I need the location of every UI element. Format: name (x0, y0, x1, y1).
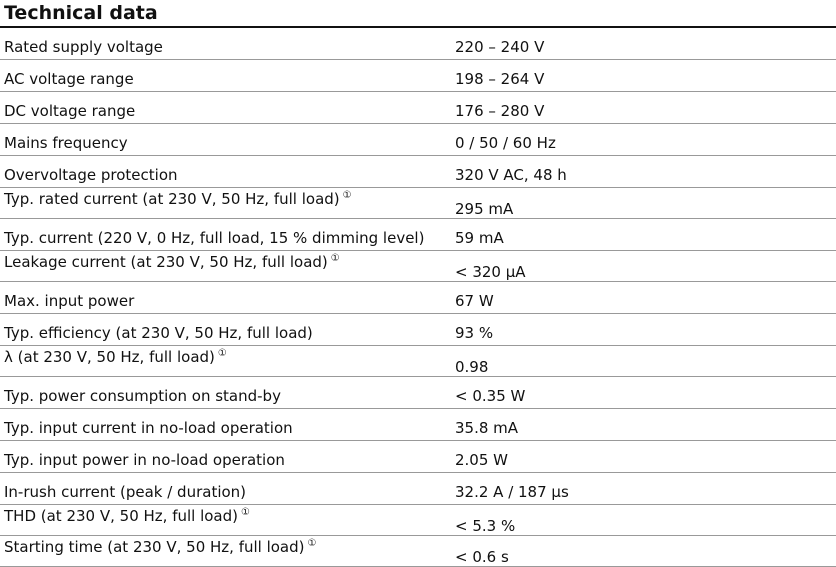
row-label: Overvoltage protection (4, 166, 178, 184)
row-value: 59 mA (455, 229, 504, 247)
row-value-cell: < 0.6 s (451, 535, 836, 567)
footnote-marker: ① (217, 348, 227, 359)
row-value-cell: 295 mA (451, 187, 836, 219)
row-label: THD (at 230 V, 50 Hz, full load) (4, 507, 238, 525)
row-value: 320 V AC, 48 h (455, 166, 567, 184)
table-row: In-rush current (peak / duration) 32.2 A … (0, 472, 836, 505)
row-label-cell: Typ. rated current (at 230 V, 50 Hz, ful… (0, 187, 451, 219)
table-row: Mains frequency 0 / 50 / 60 Hz (0, 123, 836, 156)
row-value-cell: < 0.35 W (451, 376, 836, 409)
row-value-cell: 0 / 50 / 60 Hz (451, 123, 836, 156)
row-value: 0.98 (455, 358, 489, 376)
row-label-cell: Max. input power (0, 281, 451, 314)
row-label-cell: Rated supply voltage (0, 28, 451, 60)
row-value: 67 W (455, 292, 494, 310)
row-label-cell: THD (at 230 V, 50 Hz, full load) ① (0, 504, 451, 536)
row-value-cell: < 5.3 % (451, 504, 836, 536)
table-body: Rated supply voltage 220 – 240 V AC voltag… (0, 28, 836, 567)
table-row: Rated supply voltage 220 – 240 V (0, 28, 836, 60)
row-label: In-rush current (peak / duration) (4, 483, 247, 501)
row-value: < 0.6 s (455, 548, 509, 566)
footnote-marker: ① (241, 507, 250, 518)
row-label: Typ. power consumption on stand-by (4, 387, 281, 405)
table-row: Typ. power consumption on stand-by < 0.35… (0, 376, 836, 409)
row-value: < 0.35 W (455, 387, 526, 405)
row-label: Typ. rated current (at 230 V, 50 Hz, ful… (4, 190, 340, 208)
table-row: Overvoltage protection 320 V AC, 48 h (0, 155, 836, 188)
row-value-cell: 220 – 240 V (451, 28, 836, 60)
row-label-cell: Overvoltage protection (0, 155, 451, 188)
table-row: Typ. current (220 V, 0 Hz, full load, 15… (0, 218, 836, 251)
table-row: AC voltage range 198 – 264 V (0, 59, 836, 92)
row-value-cell: 2.05 W (451, 440, 836, 473)
data-table: Rated supply voltage 220 – 240 V AC voltag… (0, 28, 836, 567)
row-label-cell: Typ. input current in no-load operation (0, 408, 451, 441)
table-row: Max. input power 67 W (0, 281, 836, 314)
row-value-cell: 67 W (451, 281, 836, 314)
row-label-cell: λ (at 230 V, 50 Hz, full load) ① (0, 345, 451, 377)
row-label: Starting time (at 230 V, 50 Hz, full loa… (4, 538, 305, 556)
row-label-cell: Typ. input power in no-load operation (0, 440, 451, 473)
table-row: Typ. efficiency (at 230 V, 50 Hz, full l… (0, 313, 836, 346)
table-row: Typ. input current in no-load operation 3… (0, 408, 836, 441)
row-label-cell: Mains frequency (0, 123, 451, 156)
row-value-cell: 0.98 (451, 345, 836, 377)
footnote-marker: ① (342, 190, 352, 201)
row-value-cell: 59 mA (451, 218, 836, 251)
row-label: Typ. current (220 V, 0 Hz, full load, 15… (4, 229, 425, 247)
row-value: 220 – 240 V (455, 38, 545, 56)
row-label-cell: DC voltage range (0, 91, 451, 124)
row-label: AC voltage range (4, 70, 134, 88)
table-row: THD (at 230 V, 50 Hz, full load) ① < 5.3 % (0, 504, 836, 536)
row-label-cell: In-rush current (peak / duration) (0, 472, 451, 505)
table-row: λ (at 230 V, 50 Hz, full load) ① 0.98 (0, 345, 836, 377)
row-value: 93 % (455, 324, 494, 342)
table-row: Typ. rated current (at 230 V, 50 Hz, ful… (0, 187, 836, 219)
row-label: DC voltage range (4, 102, 136, 120)
row-value: 0 / 50 / 60 Hz (455, 134, 556, 152)
row-label-cell: Typ. power consumption on stand-by (0, 376, 451, 409)
row-value-cell: 176 – 280 V (451, 91, 836, 124)
row-value: < 5.3 % (455, 517, 516, 535)
row-value: 176 – 280 V (455, 102, 545, 120)
row-label: Leakage current (at 230 V, 50 Hz, full l… (4, 253, 328, 271)
table-row: Leakage current (at 230 V, 50 Hz, full l… (0, 250, 836, 282)
row-value-cell: < 320 µA (451, 250, 836, 282)
row-label: Rated supply voltage (4, 38, 163, 56)
row-label: Typ. input power in no-load operation (4, 451, 285, 469)
row-value-cell: 32.2 A / 187 µs (451, 472, 836, 505)
title: Technical data (0, 0, 836, 28)
row-label-cell: AC voltage range (0, 59, 451, 92)
row-label-cell: Typ. current (220 V, 0 Hz, full load, 15… (0, 218, 451, 251)
row-value-cell: 320 V AC, 48 h (451, 155, 836, 188)
table-row: DC voltage range 176 – 280 V (0, 91, 836, 124)
row-value: 295 mA (455, 200, 514, 218)
row-label: Mains frequency (4, 134, 128, 152)
row-label: Typ. input current in no-load operation (4, 419, 293, 437)
footnote-marker: ① (330, 253, 340, 264)
row-label: Typ. efficiency (at 230 V, 50 Hz, full l… (4, 324, 313, 342)
row-label: Max. input power (4, 292, 135, 310)
row-value-cell: 93 % (451, 313, 836, 346)
row-value: < 320 µA (455, 263, 526, 281)
row-label-cell: Starting time (at 230 V, 50 Hz, full loa… (0, 535, 451, 567)
row-value-cell: 35.8 mA (451, 408, 836, 441)
row-value: 198 – 264 V (455, 70, 545, 88)
row-label-cell: Leakage current (at 230 V, 50 Hz, full l… (0, 250, 451, 282)
row-label-cell: Typ. efficiency (at 230 V, 50 Hz, full l… (0, 313, 451, 346)
table-row: Starting time (at 230 V, 50 Hz, full loa… (0, 535, 836, 567)
row-value: 35.8 mA (455, 419, 519, 437)
row-value: 32.2 A / 187 µs (455, 483, 569, 501)
row-value: 2.05 W (455, 451, 508, 469)
row-label: λ (at 230 V, 50 Hz, full load) (4, 348, 215, 366)
footnote-marker: ① (307, 538, 317, 549)
row-value-cell: 198 – 264 V (451, 59, 836, 92)
table-row: Typ. input power in no-load operation 2.0… (0, 440, 836, 473)
